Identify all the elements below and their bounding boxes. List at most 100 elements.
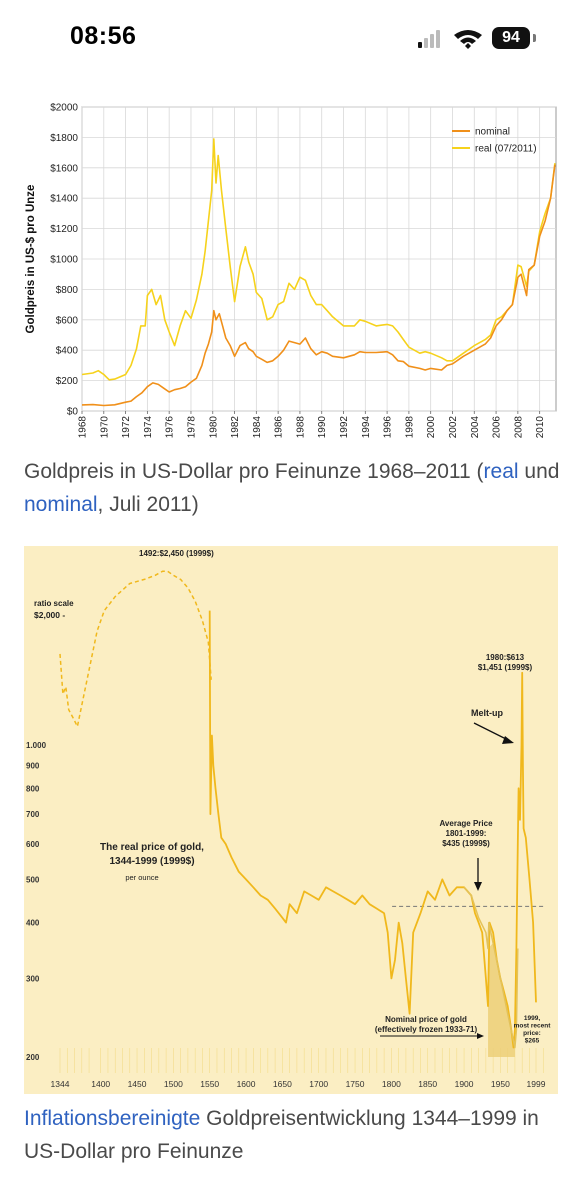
x-tick-label: 1988 bbox=[295, 416, 306, 439]
series-line-nominal bbox=[81, 164, 556, 407]
caption-text: Goldpreis in US-Dollar pro Feinunze 1968… bbox=[24, 460, 484, 483]
series-line-1 bbox=[208, 610, 537, 1049]
x-tick-label: 1750 bbox=[346, 1079, 365, 1089]
figure-caption-2: Inflationsbereinigte Goldpreisentwicklun… bbox=[24, 1102, 564, 1168]
x-tick-label: 1999 bbox=[527, 1079, 546, 1089]
x-tick-label: 1984 bbox=[252, 416, 263, 439]
scale-top-label: $2,000 - bbox=[34, 610, 65, 620]
caption-text: , Juli 2011) bbox=[97, 493, 199, 516]
x-tick-label: 1344 bbox=[51, 1079, 70, 1089]
x-tick-label: 1986 bbox=[274, 416, 285, 439]
nominal-arrow-head bbox=[477, 1033, 484, 1039]
scale-label: ratio scale bbox=[34, 599, 74, 608]
y-tick-label: $800 bbox=[56, 285, 79, 296]
chart-title: 1344-1999 (1999$) bbox=[109, 856, 194, 867]
nominal-annotation: Nominal price of gold bbox=[385, 1015, 467, 1024]
y-axis-label: Goldpreis in US-$ pro Unze bbox=[25, 185, 37, 334]
x-tick-label: 1500 bbox=[164, 1079, 183, 1089]
y-tick-label: $1600 bbox=[50, 163, 78, 174]
meltup-annotation: Melt-up bbox=[471, 708, 503, 718]
y-tick-label: $200 bbox=[56, 376, 79, 387]
x-tick-label: 1950 bbox=[491, 1079, 510, 1089]
recent-price-annotation: most recent bbox=[514, 1023, 552, 1030]
y-tick-label: 700 bbox=[26, 810, 40, 819]
x-tick-label: 1972 bbox=[121, 416, 132, 439]
peak-1980-annotation: $1,451 (1999$) bbox=[478, 663, 533, 672]
status-icons bbox=[418, 30, 482, 49]
series-line-0 bbox=[59, 570, 212, 728]
y-tick-label: 800 bbox=[26, 784, 40, 793]
recent-price-annotation: $265 bbox=[525, 1038, 540, 1045]
y-tick-label: 1.000 bbox=[26, 741, 47, 750]
x-tick-label: 1400 bbox=[91, 1079, 110, 1089]
average-price-annotation: Average Price bbox=[439, 819, 493, 828]
x-tick-label: 1980 bbox=[208, 416, 219, 439]
y-tick-label: 300 bbox=[26, 974, 40, 983]
x-tick-label: 2000 bbox=[426, 416, 437, 439]
link-inflationsbereinigte[interactable]: Inflationsbereinigte bbox=[24, 1107, 201, 1130]
legend-label: real (07/2011) bbox=[475, 144, 537, 155]
legend-label: nominal bbox=[475, 127, 510, 138]
y-tick-label: $600 bbox=[56, 315, 79, 326]
chart-title: The real price of gold, bbox=[100, 842, 204, 853]
y-tick-label: 500 bbox=[26, 875, 40, 884]
x-tick-label: 1994 bbox=[361, 416, 372, 439]
x-tick-label: 1992 bbox=[339, 416, 350, 439]
x-tick-label: 1850 bbox=[418, 1079, 437, 1089]
x-tick-label: 1900 bbox=[455, 1079, 474, 1089]
y-tick-label: $1400 bbox=[50, 194, 78, 205]
meltup-arrow bbox=[473, 722, 509, 741]
average-price-annotation: 1801-1999: bbox=[446, 829, 487, 838]
x-tick-label: 1600 bbox=[237, 1079, 256, 1089]
x-tick-label: 2006 bbox=[492, 416, 503, 439]
y-tick-label: $2000 bbox=[50, 103, 78, 114]
y-tick-label: 400 bbox=[26, 919, 40, 928]
x-tick-label: 1978 bbox=[186, 416, 197, 439]
x-tick-label: 2002 bbox=[448, 416, 459, 439]
series-line-real bbox=[81, 138, 556, 381]
real-gold-price-chart-1344-1999[interactable]: 1.000 900 800 700 600 500 400 300 200 1344 1400 145… bbox=[24, 546, 558, 1094]
meltup-arrow-head bbox=[502, 736, 514, 744]
status-bar: 08:56 94 bbox=[0, 0, 582, 80]
battery-tip bbox=[533, 34, 536, 42]
x-tick-label: 1990 bbox=[317, 416, 328, 439]
x-tick-label: 1650 bbox=[273, 1079, 292, 1089]
peak-1980-annotation: 1980:$613 bbox=[486, 653, 525, 662]
link-real[interactable]: real bbox=[483, 460, 519, 483]
y-tick-label: $0 bbox=[67, 407, 79, 418]
gold-price-chart-1968-2011[interactable]: $0 $200 $400 $600 $800 $1000 $1200 $1400 $1600 $1… bbox=[18, 100, 566, 440]
cellular-signal-icon bbox=[418, 30, 440, 48]
figure-caption-1: Goldpreis in US-Dollar pro Feinunze 1968… bbox=[24, 455, 564, 521]
battery-icon: 94 bbox=[492, 27, 530, 49]
series-line-2 bbox=[463, 886, 519, 1049]
link-nominal[interactable]: nominal bbox=[24, 493, 98, 516]
y-tick-label: 600 bbox=[26, 840, 40, 849]
x-tick-label: 1968 bbox=[78, 416, 89, 439]
chart-background bbox=[24, 546, 558, 1094]
x-tick-label: 1450 bbox=[128, 1079, 147, 1089]
y-tick-label: $1800 bbox=[50, 133, 78, 144]
peak-annotation: 1492:$2,450 (1999$) bbox=[139, 549, 214, 558]
y-tick-label: $1200 bbox=[50, 224, 78, 235]
y-tick-label: 200 bbox=[26, 1053, 40, 1062]
wifi-icon bbox=[454, 30, 482, 49]
y-tick-label: $1000 bbox=[50, 255, 78, 266]
x-tick-label: 1550 bbox=[200, 1079, 219, 1089]
average-arrow-head bbox=[474, 882, 482, 891]
x-tick-label: 1998 bbox=[404, 416, 415, 439]
x-tick-label: 1996 bbox=[383, 416, 394, 439]
nominal-gap-area bbox=[488, 943, 515, 1057]
x-tick-label: 1974 bbox=[143, 416, 154, 439]
caption-text: Goldpreisentwicklung 1344–1999 in US-Dol… bbox=[24, 1107, 539, 1163]
x-tick-label: 2008 bbox=[513, 416, 524, 439]
y-tick-label: 900 bbox=[26, 761, 40, 770]
caption-text: und bbox=[518, 460, 560, 483]
status-time: 08:56 bbox=[70, 22, 137, 50]
x-tick-label: 2010 bbox=[535, 416, 546, 439]
average-price-annotation: $435 (1999$) bbox=[442, 839, 490, 848]
x-tick-label: 1982 bbox=[230, 416, 241, 439]
y-tick-label: $400 bbox=[56, 346, 79, 357]
recent-price-annotation: 1999, bbox=[524, 1015, 540, 1022]
nominal-annotation: (effectively frozen 1933-71) bbox=[375, 1025, 478, 1034]
legend: nominal real (07/2011) bbox=[452, 127, 537, 155]
